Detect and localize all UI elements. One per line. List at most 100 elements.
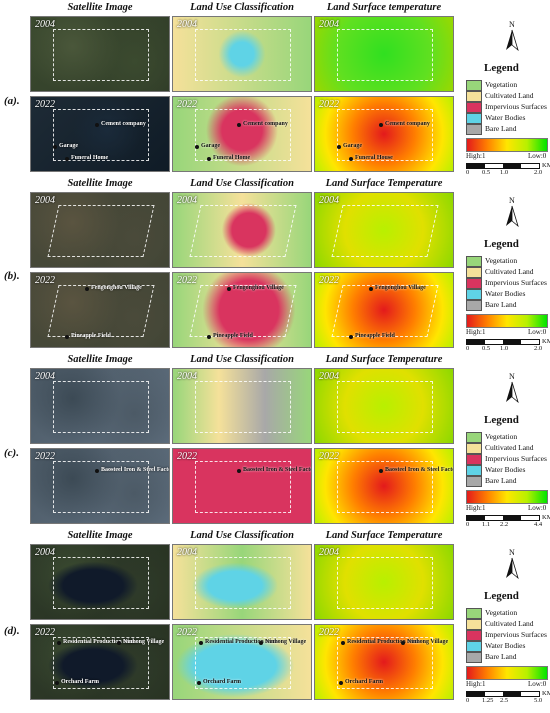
lst-color-ramp [466, 138, 548, 152]
location-label: Cement company [243, 121, 288, 127]
column-title: Satellite Image [67, 178, 133, 189]
year-label: 2004 [35, 195, 55, 206]
column-title: Land Surface Temperature [325, 178, 443, 189]
scale-segment [503, 164, 521, 168]
year-label: 2022 [177, 627, 197, 638]
legend-item-label: Impervious Surfaces [485, 630, 547, 639]
lst-map: 2004 [314, 192, 454, 268]
legend-swatch [466, 278, 482, 289]
study-boundary [189, 205, 297, 257]
year-label: 2004 [35, 547, 55, 558]
scale-tick-label: 0 [466, 345, 470, 352]
legend-swatch [466, 102, 482, 113]
legend-item-label: Vegetation [485, 432, 518, 441]
legend-title: Legend [484, 62, 519, 74]
north-arrow-icon [502, 22, 522, 52]
lst-low-label: Low:0 [528, 680, 547, 688]
legend-swatch [466, 113, 482, 124]
scale-tick-label: 2.2 [500, 521, 509, 528]
panel-label: (a). [4, 95, 20, 107]
scale-segment [485, 516, 503, 520]
satellite-image: 2004 [30, 368, 170, 444]
north-label: N [509, 196, 515, 205]
legend-swatch [466, 80, 482, 91]
scale-bar [466, 515, 540, 521]
location-marker [237, 469, 241, 473]
north-arrow-icon [502, 198, 522, 228]
scale-tick-label: 0 [466, 169, 470, 176]
lst-color-ramp [466, 314, 548, 328]
study-boundary [53, 381, 149, 433]
legend-swatch [466, 641, 482, 652]
location-label: Cement company [385, 121, 430, 127]
scale-segment [485, 164, 503, 168]
legend-item-label: Bare Land [485, 124, 517, 133]
legend-item-label: Water Bodies [485, 465, 526, 474]
location-marker [95, 469, 99, 473]
location-marker [341, 641, 345, 645]
legend-item-label: Water Bodies [485, 641, 526, 650]
study-boundary [195, 109, 291, 161]
study-boundary [195, 461, 291, 513]
legend-swatch [466, 443, 482, 454]
panel-label: (b). [4, 270, 20, 282]
year-label: 2004 [177, 547, 197, 558]
location-marker [237, 123, 241, 127]
north-arrow-icon [502, 550, 522, 580]
legend-item-label: Impervious Surfaces [485, 278, 547, 287]
location-label: Ninhong Village [123, 639, 165, 645]
location-marker [227, 287, 231, 291]
lst-map: 2004 [314, 16, 454, 92]
legend-swatch [466, 289, 482, 300]
legend-swatch [466, 454, 482, 465]
column-title: Land Use Classification [190, 354, 294, 365]
land-use-map: 2004 [172, 16, 312, 92]
lst-map: 2004 [314, 368, 454, 444]
year-label: 2022 [35, 99, 55, 110]
location-marker [197, 681, 201, 685]
location-marker [195, 145, 199, 149]
location-marker [65, 335, 69, 339]
scale-segment [467, 340, 485, 344]
location-label: Pineapple Field [213, 333, 253, 339]
land-use-map: 2022 Fengonghou Village Pineapple Field [172, 272, 312, 348]
legend-item-label: Cultivated Land [485, 91, 534, 100]
legend-item-label: Vegetation [485, 256, 518, 265]
legend-item-label: Water Bodies [485, 289, 526, 298]
legend-swatch [466, 432, 482, 443]
location-label: Garage [201, 143, 220, 149]
year-label: 2004 [319, 195, 339, 206]
column-title: Land Use Classification [190, 530, 294, 541]
year-label: 2022 [319, 99, 339, 110]
scale-segment [521, 692, 539, 696]
scale-segment [485, 692, 503, 696]
location-marker [337, 145, 341, 149]
legend-title: Legend [484, 414, 519, 426]
lst-color-ramp [466, 490, 548, 504]
location-marker [207, 157, 211, 161]
land-use-map: 2022 Cement company Garage Funeral Home [172, 96, 312, 172]
scale-tick-label: 0.5 [482, 345, 491, 352]
location-label: Baosteel Iron & Steel Factory [385, 467, 454, 473]
legend-title: Legend [484, 590, 519, 602]
location-marker [369, 287, 373, 291]
lst-low-label: Low:0 [528, 504, 547, 512]
year-label: 2004 [35, 371, 55, 382]
satellite-image: 2022 Fengonghou Village Pineapple Field [30, 272, 170, 348]
column-title: Land Use Classification [190, 2, 294, 13]
legend-item-label: Impervious Surfaces [485, 102, 547, 111]
study-boundary [53, 461, 149, 513]
panel-label: (d). [4, 625, 20, 637]
location-marker [117, 641, 121, 645]
scale-tick-label: 0 [466, 521, 470, 528]
study-boundary [331, 285, 439, 337]
location-label: Funeral Home [213, 155, 251, 161]
location-label: Baosteel Iron & Steel Factory [101, 467, 170, 473]
scale-tick-label: 2.5 [500, 697, 509, 704]
column-title: Land Surface temperature [326, 2, 442, 13]
study-boundary [337, 461, 433, 513]
land-use-map: 2004 [172, 368, 312, 444]
study-boundary [53, 29, 149, 81]
location-label: Orchard Farm [345, 679, 384, 685]
location-marker [85, 287, 89, 291]
